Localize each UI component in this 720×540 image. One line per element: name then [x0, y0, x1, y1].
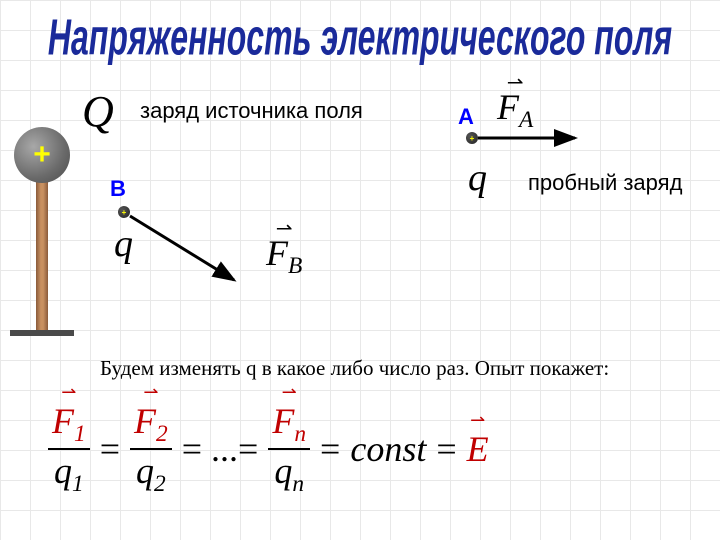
equation: ⇀ F1 q1 = ⇀ F2 q2 = ...= ⇀ Fn qn = const…	[48, 400, 489, 498]
eq-3: =	[320, 428, 340, 470]
point-b-q: q	[114, 222, 133, 266]
frac-1: ⇀ F1 q1	[48, 400, 90, 498]
frac-2: ⇀ F2 q2	[130, 400, 172, 498]
ellipsis: = ...=	[182, 428, 259, 470]
const-text: const	[350, 428, 426, 470]
E-symbol: ⇀ E	[467, 428, 489, 470]
eq-1: =	[100, 428, 120, 470]
force-b-symbol: ⇀ FB	[266, 232, 302, 280]
experiment-text: Будем изменять q в какое либо число раз.…	[100, 356, 609, 381]
eq-4: =	[436, 428, 456, 470]
frac-n: ⇀ Fn qn	[268, 400, 310, 498]
